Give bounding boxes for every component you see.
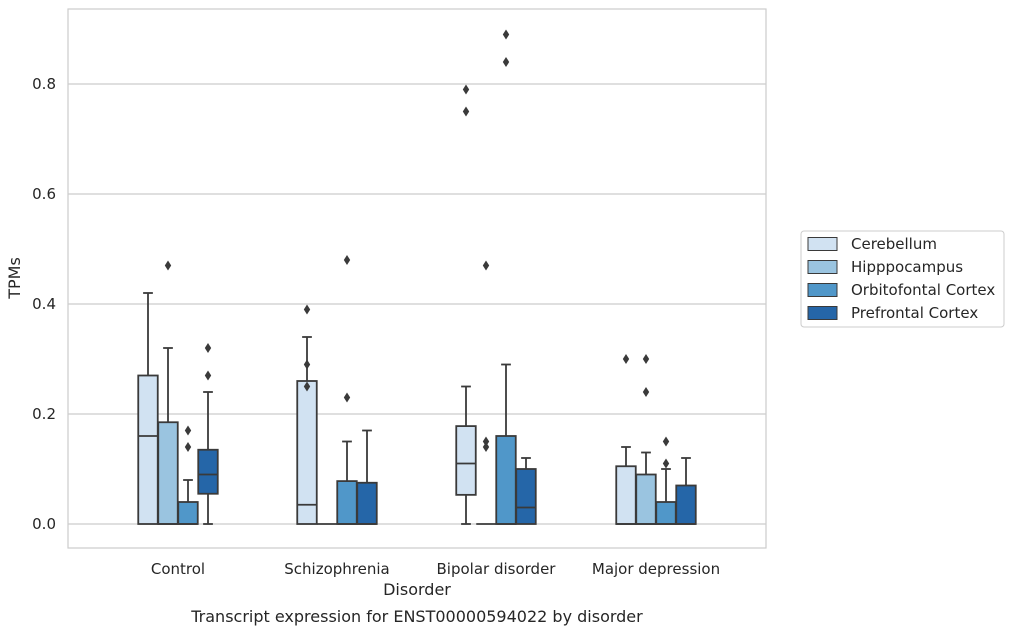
y-tick-label: 0.0 [32, 515, 56, 533]
tick-labels: 0.0 0.2 0.4 0.6 0.8 Control Schizophrenia Bipol… [32, 75, 720, 578]
box-iqr [157, 421, 179, 525]
box-3-0 [615, 354, 637, 525]
box-iqr [336, 480, 358, 525]
box-1-3 [356, 429, 378, 525]
legend-label: Orbitofontal Cortex [851, 281, 995, 299]
outlier-point [662, 436, 670, 447]
outlier-point [204, 370, 212, 381]
outlier-point [303, 359, 311, 370]
outlier-point [303, 381, 311, 392]
legend-swatch [807, 283, 838, 297]
outlier-point [164, 260, 172, 271]
outlier-point [482, 436, 490, 447]
y-tick-label: 0.8 [32, 75, 56, 93]
box-0-1 [157, 260, 179, 525]
y-axis-label: TPMs [5, 257, 24, 300]
y-tick-label: 0.6 [32, 185, 56, 203]
plot-frame [67, 8, 767, 549]
box-iqr [177, 501, 199, 525]
x-tick-label: Bipolar disorder [437, 560, 557, 578]
box-iqr [455, 425, 477, 496]
box-3-2 [655, 436, 677, 525]
legend-label: Hipppocampus [851, 258, 963, 276]
y-tick-label: 0.2 [32, 405, 56, 423]
outlier-point [343, 255, 351, 265]
box-iqr [197, 448, 219, 495]
box-iqr [675, 484, 697, 525]
outlier-point [642, 354, 650, 364]
legend-swatch [807, 237, 838, 251]
legend-label: Prefrontal Cortex [851, 304, 978, 322]
chart-caption: Transcript expression for ENST0000059402… [190, 607, 643, 626]
box-iqr [515, 468, 537, 525]
box-iqr [137, 374, 159, 525]
box-2-3 [515, 457, 537, 525]
outlier-point [482, 442, 490, 452]
legend-swatch [807, 260, 838, 274]
outlier-point [622, 354, 630, 364]
box-1-0 [296, 304, 318, 525]
box-iqr [296, 380, 318, 525]
outlier-point [303, 304, 311, 315]
outlier-point [502, 29, 510, 40]
x-tick-label: Control [151, 560, 205, 578]
box-3-1 [635, 354, 657, 525]
box-iqr [615, 465, 637, 525]
box-layer [137, 29, 697, 525]
box-0-3 [197, 343, 219, 525]
outlier-point [502, 57, 510, 67]
box-iqr [635, 473, 657, 525]
box-iqr [655, 501, 677, 525]
y-tick-label: 0.4 [32, 295, 56, 313]
outlier-point [462, 106, 470, 117]
box-2-1 [476, 260, 496, 525]
box-iqr [495, 435, 517, 525]
legend-label: Cerebellum [851, 235, 937, 253]
x-tick-label: Major depression [592, 560, 720, 578]
outlier-point [184, 425, 192, 436]
outlier-point [462, 84, 470, 95]
x-axis-label: Disorder [383, 580, 451, 599]
outlier-point [343, 392, 351, 403]
box-iqr [356, 481, 378, 525]
legend: Cerebellum Hipppocampus Orbitofontal Corte… [800, 230, 1005, 328]
legend-swatch [807, 306, 838, 320]
legend-frame [800, 230, 1005, 328]
outlier-point [482, 260, 490, 271]
box-1-2 [336, 255, 358, 525]
outlier-point [184, 442, 192, 452]
x-tick-label: Schizophrenia [284, 560, 389, 578]
box-0-2 [177, 425, 199, 525]
outlier-point [642, 387, 650, 397]
outlier-point [204, 343, 212, 353]
box-2-0 [455, 84, 477, 525]
outlier-point [662, 458, 670, 469]
box-3-3 [675, 457, 697, 525]
